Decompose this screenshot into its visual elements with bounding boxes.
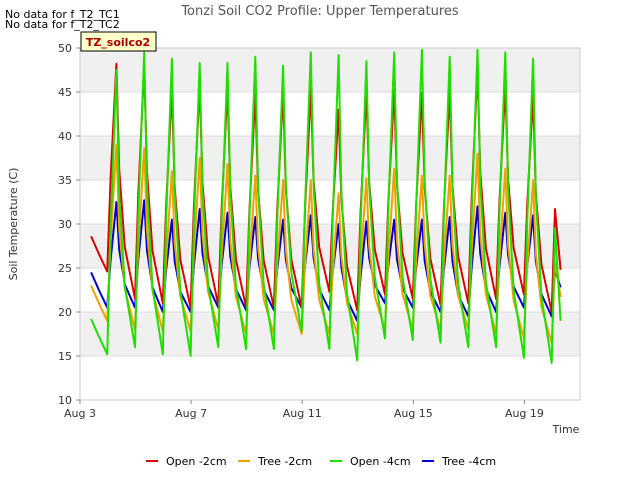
- legend-label: Tree -4cm: [441, 455, 496, 468]
- site-badge-box: [80, 31, 157, 52]
- chart-title: Tonzi Soil CO2 Profile: Upper Temperatur…: [180, 4, 459, 19]
- plot-band: [80, 136, 580, 180]
- x-tick-label: Aug 19: [505, 407, 544, 420]
- y-tick-label: 50: [58, 42, 72, 55]
- x-axis-label: Time: [552, 423, 580, 436]
- y-axis-label: Soil Temperature (C): [7, 168, 20, 281]
- y-tick-label: 25: [58, 262, 72, 275]
- x-tick-label: Aug 15: [394, 407, 433, 420]
- y-tick-label: 10: [58, 394, 72, 407]
- x-tick-label: Aug 3: [64, 407, 96, 420]
- no-data-note-1: No data for f_T2_TC1: [5, 8, 120, 21]
- no-data-note-2: No data for f_T2_TC2: [5, 18, 120, 31]
- y-tick-label: 20: [58, 306, 72, 319]
- y-tick-label: 40: [58, 130, 72, 143]
- x-tick-label: Aug 11: [283, 407, 322, 420]
- series-line-open-4cm: [90, 48, 562, 364]
- plot-band: [80, 92, 580, 136]
- y-axis-ticks: 10 15 20 25 30 35 40 45 50: [58, 42, 80, 407]
- plot-band: [80, 356, 580, 400]
- y-tick-label: 15: [58, 350, 72, 363]
- site-badge: TZ_soilco2: [80, 31, 157, 52]
- y-tick-label: 30: [58, 218, 72, 231]
- site-badge-label: TZ_soilco2: [86, 36, 150, 49]
- plot-band: [80, 180, 580, 224]
- x-tick-label: Aug 7: [175, 407, 207, 420]
- y-tick-label: 35: [58, 174, 72, 187]
- series-lines: [90, 48, 562, 364]
- legend: Open -2cm Tree -2cm Open -4cm Tree -4cm: [146, 455, 496, 468]
- y-tick-label: 45: [58, 86, 72, 99]
- x-axis-ticks: Aug 3 Aug 7 Aug 11 Aug 15 Aug 19: [64, 400, 544, 420]
- legend-label: Tree -2cm: [257, 455, 312, 468]
- legend-label: Open -2cm: [166, 455, 227, 468]
- plot-band: [80, 48, 580, 92]
- legend-label: Open -4cm: [350, 455, 411, 468]
